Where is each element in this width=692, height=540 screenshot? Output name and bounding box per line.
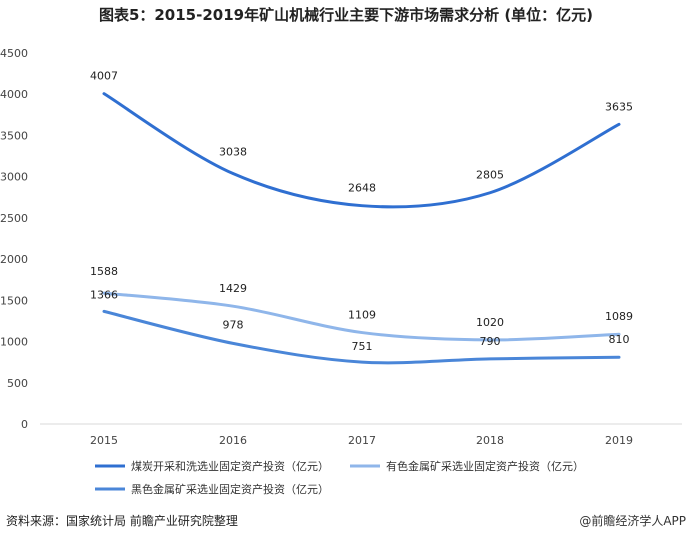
x-tick-label: 2017 [348, 434, 376, 447]
y-tick-label: 1500 [0, 294, 28, 307]
data-label: 3635 [605, 100, 633, 113]
y-tick-label: 1000 [0, 336, 28, 349]
y-tick-label: 2000 [0, 253, 28, 266]
y-axis: 0 500 1000 1500 2000 2500 3000 3500 4000 4500 [0, 47, 28, 431]
y-tick-label: 2500 [0, 212, 28, 225]
data-label: 2648 [348, 182, 376, 195]
x-tick-label: 2018 [476, 434, 504, 447]
y-tick-label: 4500 [0, 47, 28, 60]
source-note: 资料来源：国家统计局 前瞻产业研究院整理 [6, 514, 238, 528]
y-tick-label: 4000 [0, 88, 28, 101]
data-label: 751 [352, 340, 373, 353]
chart-title: 图表5：2015-2019年矿山机械行业主要下游市场需求分析 (单位：亿元) [98, 6, 594, 24]
data-label: 1588 [90, 265, 118, 278]
y-tick-label: 3000 [0, 171, 28, 184]
x-tick-label: 2019 [605, 434, 633, 447]
data-label: 1020 [476, 316, 504, 329]
series-line-1 [102, 92, 621, 209]
series-lines [102, 92, 621, 365]
data-label: 1089 [605, 310, 633, 323]
data-label: 790 [480, 335, 501, 348]
data-label: 1109 [348, 309, 376, 322]
x-axis: 2015 2016 2017 2018 2019 [40, 423, 682, 447]
y-tick-label: 500 [7, 377, 28, 390]
legend-label: 有色金属矿采选业固定资产投资（亿元） [386, 459, 584, 473]
y-tick-label: 0 [21, 418, 28, 431]
data-label: 978 [223, 318, 244, 331]
data-label: 810 [609, 333, 630, 346]
series-line-3 [102, 309, 621, 365]
legend: 煤炭开采和洗选业固定资产投资（亿元） 有色金属矿采选业固定资产投资（亿元） 黑色金属… [95, 459, 584, 496]
x-tick-label: 2016 [219, 434, 247, 447]
y-tick-label: 3500 [0, 129, 28, 142]
legend-label: 煤炭开采和洗选业固定资产投资（亿元） [131, 459, 329, 473]
data-label: 4007 [90, 70, 118, 83]
data-labels: 4007 3038 2648 2805 3635 1588 1429 1109 1020 1089… [90, 70, 633, 353]
watermark-text: @前瞻经济学人APP [579, 514, 686, 528]
data-label: 1366 [90, 288, 118, 301]
legend-label: 黑色金属矿采选业固定资产投资（亿元） [131, 482, 329, 496]
data-label: 2805 [476, 169, 504, 182]
series-line-2 [102, 291, 621, 342]
x-tick-label: 2015 [90, 434, 118, 447]
data-label: 3038 [219, 146, 247, 159]
data-label: 1429 [219, 282, 247, 295]
